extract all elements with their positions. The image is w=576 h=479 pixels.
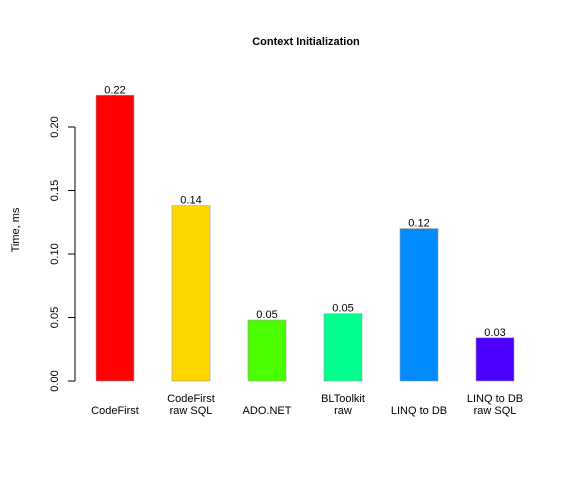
x-tick-label: raw SQL <box>170 405 213 417</box>
bar <box>95 94 135 382</box>
bar-value-label: 0.14 <box>180 195 201 207</box>
x-tick-label: CodeFirst <box>167 393 215 405</box>
bar-value-label: 0.05 <box>256 309 277 321</box>
y-axis-label: Time, ms <box>10 207 22 252</box>
bar <box>247 319 287 382</box>
bar <box>475 337 515 382</box>
bar <box>323 313 363 382</box>
y-tick-label: 0.05 <box>49 307 61 328</box>
x-tick-label: LINQ to DB <box>467 393 523 405</box>
y-tick-label: 0.20 <box>49 116 61 137</box>
bar-value-label: 0.12 <box>408 218 429 230</box>
chart-title: Context Initialization <box>252 36 360 48</box>
y-tick-label: 0.10 <box>49 243 61 264</box>
y-tick-label: 0.00 <box>49 370 61 391</box>
y-tick-label: 0.15 <box>49 180 61 201</box>
x-tick-label: raw <box>334 405 352 417</box>
bar <box>171 205 211 382</box>
bar-value-label: 0.22 <box>104 84 125 96</box>
x-tick-label: BLToolkit <box>321 393 365 405</box>
bar-value-label: 0.03 <box>484 327 505 339</box>
bar-value-label: 0.05 <box>332 303 353 315</box>
y-axis-ticks: 0.00 0.05 0.10 0.15 0.20 <box>49 116 75 392</box>
x-tick-label: raw SQL <box>474 405 517 417</box>
value-labels: 0.22 0.14 0.05 0.05 0.12 0.03 <box>104 84 505 339</box>
x-tick-label: ADO.NET <box>243 405 292 417</box>
bar <box>399 228 439 382</box>
x-tick-label: LINQ to DB <box>391 405 447 417</box>
x-tick-label: CodeFirst <box>91 405 139 417</box>
bars <box>95 94 515 382</box>
